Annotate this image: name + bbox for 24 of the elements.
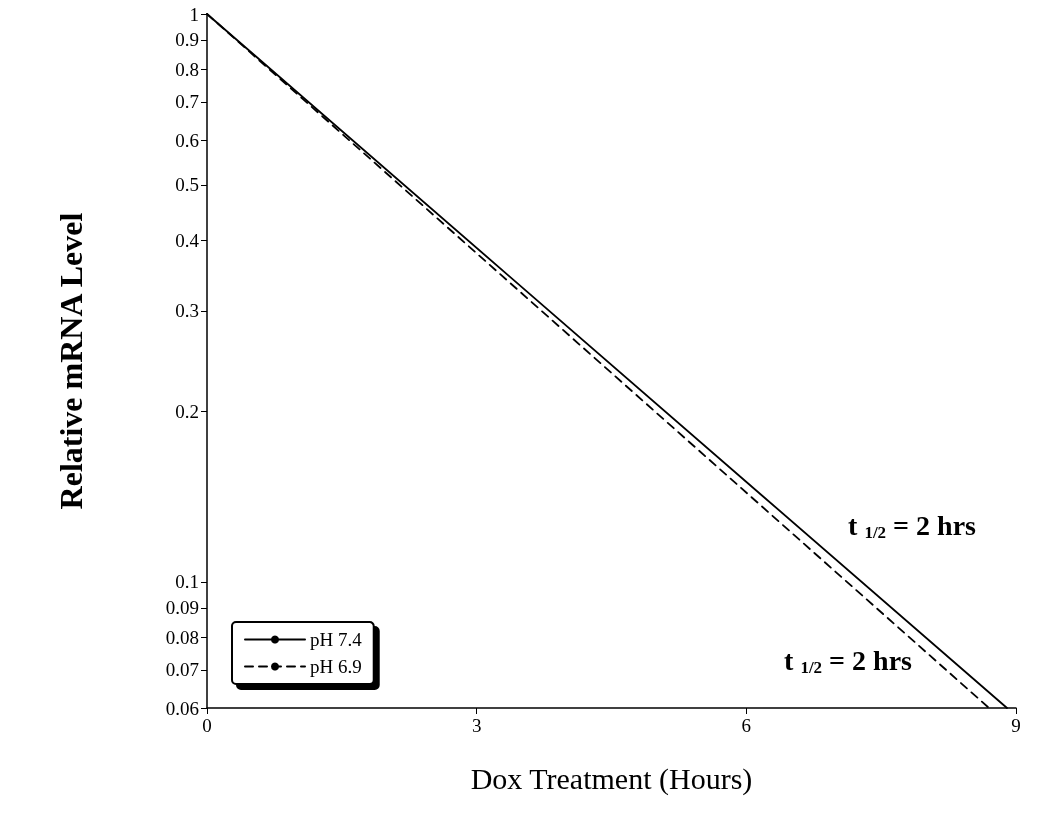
y-tick-label: 0.8 <box>175 58 199 80</box>
y-axis-title: Relative mRNA Level <box>53 212 89 510</box>
legend-label: pH 6.9 <box>310 656 362 677</box>
y-tick-label: 0.2 <box>175 400 199 422</box>
y-tick-label: 0.07 <box>165 659 199 681</box>
x-tick-label: 9 <box>1011 715 1021 736</box>
x-axis-title: Dox Treatment (Hours) <box>470 761 753 796</box>
annotation: t 1/2 = 2 hrs <box>784 644 913 677</box>
x-tick-label: 3 <box>471 715 482 736</box>
y-tick-label: 0.09 <box>165 597 199 619</box>
y-tick-label: 0.7 <box>175 91 199 113</box>
x-tick-label: 0 <box>202 715 212 736</box>
y-tick-label: 0.1 <box>175 571 199 593</box>
annotation: t 1/2 = 2 hrs <box>848 509 977 542</box>
y-tick-label: 0.5 <box>175 174 199 196</box>
y-tick-label: 0.9 <box>175 29 199 51</box>
y-tick-label: 0.3 <box>175 300 199 322</box>
y-tick-label: 0.06 <box>165 697 199 719</box>
x-tick-label: 6 <box>741 715 752 736</box>
y-tick-label: 0.08 <box>165 626 199 648</box>
y-tick-label: 1 <box>189 3 199 25</box>
legend-label: pH 7.4 <box>310 629 363 650</box>
y-tick-label: 0.4 <box>175 229 200 251</box>
y-tick-label: 0.6 <box>175 129 199 151</box>
